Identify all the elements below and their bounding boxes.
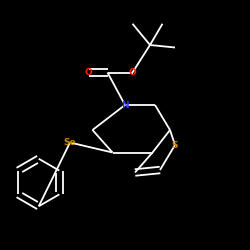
Text: O: O bbox=[128, 68, 136, 77]
Text: Se: Se bbox=[64, 138, 76, 147]
Text: N: N bbox=[121, 100, 129, 110]
Text: S: S bbox=[172, 140, 178, 149]
Text: O: O bbox=[85, 68, 92, 77]
